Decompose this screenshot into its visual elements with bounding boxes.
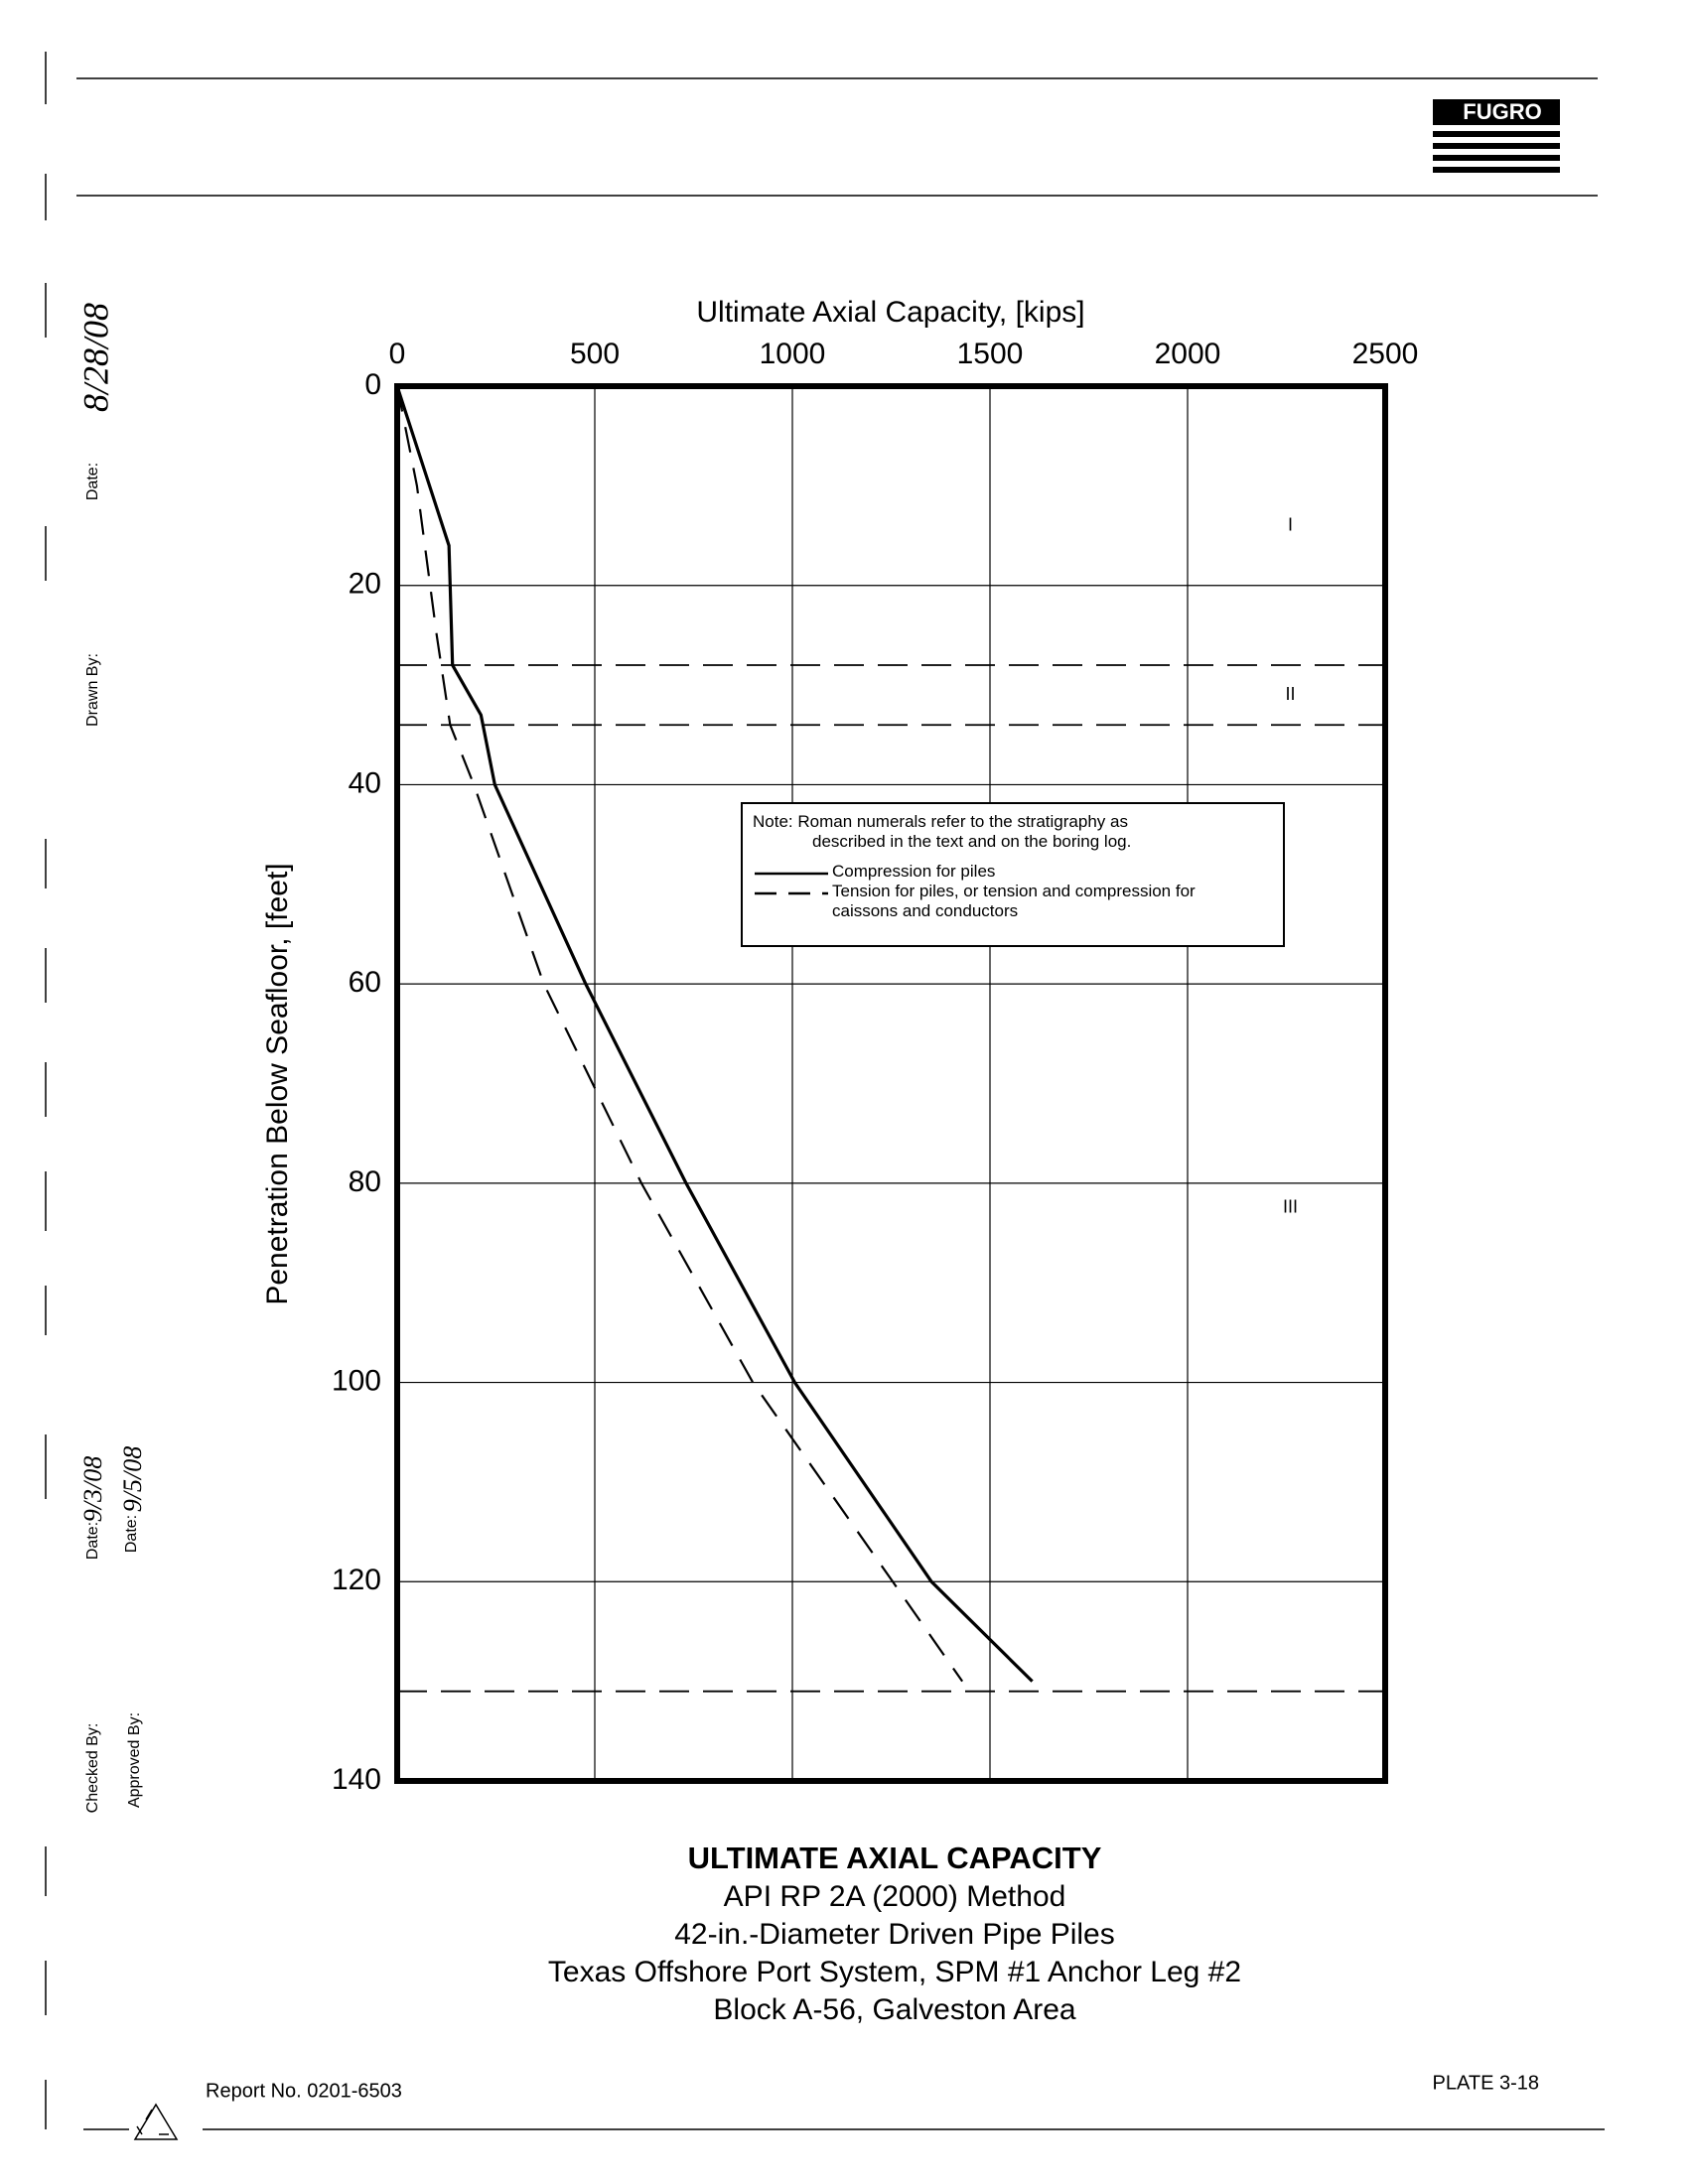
report-number: Report No. 0201-6503 — [206, 2080, 402, 2102]
signoff-date: 9/5/08 — [118, 1446, 147, 1512]
legend-entries: Compression for piles Tension for piles, … — [753, 862, 1273, 921]
legend-swatch — [755, 872, 828, 876]
signoff-label: Date: — [84, 463, 101, 500]
subtitle: Texas Offshore Port System, SPM #1 Ancho… — [548, 1956, 1241, 1988]
signoff-date: 8/28/08 — [75, 303, 115, 412]
signoff-label: Date: — [123, 1515, 140, 1553]
y-tick-label: 100 — [332, 1364, 381, 1397]
signoff-label: Approved By: — [126, 1712, 143, 1808]
signoff-label: Drawn By: — [84, 653, 101, 727]
y-tick-label: 20 — [349, 568, 381, 601]
x-tick-label: 2500 — [1352, 338, 1419, 370]
signoff-date: 9/3/08 — [78, 1456, 107, 1522]
stratum-label: II — [1285, 684, 1295, 704]
legend-swatch — [755, 891, 828, 895]
subtitle: API RP 2A (2000) Method — [724, 1880, 1066, 1913]
x-tick-label: 2000 — [1155, 338, 1221, 370]
logo-text: FUGRO — [1463, 99, 1541, 124]
signoff-label: Date: — [84, 1522, 101, 1560]
y-axis-title: Penetration Below Seafloor, [feet] — [261, 863, 294, 1304]
x-tick-label: 0 — [389, 338, 406, 370]
legend-entry: Compression for piles — [753, 862, 1273, 882]
x-axis-title: Ultimate Axial Capacity, [kips] — [696, 296, 1084, 329]
legend-label: Compression for piles — [832, 862, 996, 881]
plate-number: PLATE 3-18 — [1433, 2072, 1539, 2094]
legend-note: Note: Roman numerals refer to the strati… — [753, 812, 1128, 831]
stratum-label: III — [1283, 1197, 1298, 1217]
x-tick-label: 1500 — [957, 338, 1024, 370]
y-tick-label: 60 — [349, 966, 381, 999]
x-tick-label: 1000 — [760, 338, 826, 370]
plot-frame — [394, 383, 1388, 1784]
logo: FUGRO — [1433, 99, 1560, 173]
stratum-label: I — [1288, 514, 1293, 534]
y-tick-label: 0 — [364, 368, 381, 401]
y-tick-label: 120 — [332, 1564, 381, 1596]
series-line — [395, 385, 964, 1683]
legend: Note: Roman numerals refer to the strati… — [741, 802, 1285, 947]
y-tick-label: 40 — [349, 766, 381, 799]
x-tick-label: 500 — [570, 338, 620, 370]
recycle-icon — [133, 2103, 179, 2140]
title: ULTIMATE AXIAL CAPACITY — [688, 1841, 1102, 1875]
series-line — [395, 385, 1034, 1683]
signoff-label: Checked By: — [84, 1723, 101, 1814]
legend-label: Tension for piles, or tension and compre… — [832, 882, 1196, 920]
y-tick-label: 140 — [332, 1763, 381, 1796]
y-tick-label: 80 — [349, 1165, 381, 1198]
legend-note: described in the text and on the boring … — [812, 832, 1132, 851]
subtitle: 42-in.-Diameter Driven Pipe Piles — [674, 1918, 1115, 1951]
legend-entry: Tension for piles, or tension and compre… — [753, 882, 1273, 921]
subtitle: Block A-56, Galveston Area — [713, 1993, 1076, 2026]
